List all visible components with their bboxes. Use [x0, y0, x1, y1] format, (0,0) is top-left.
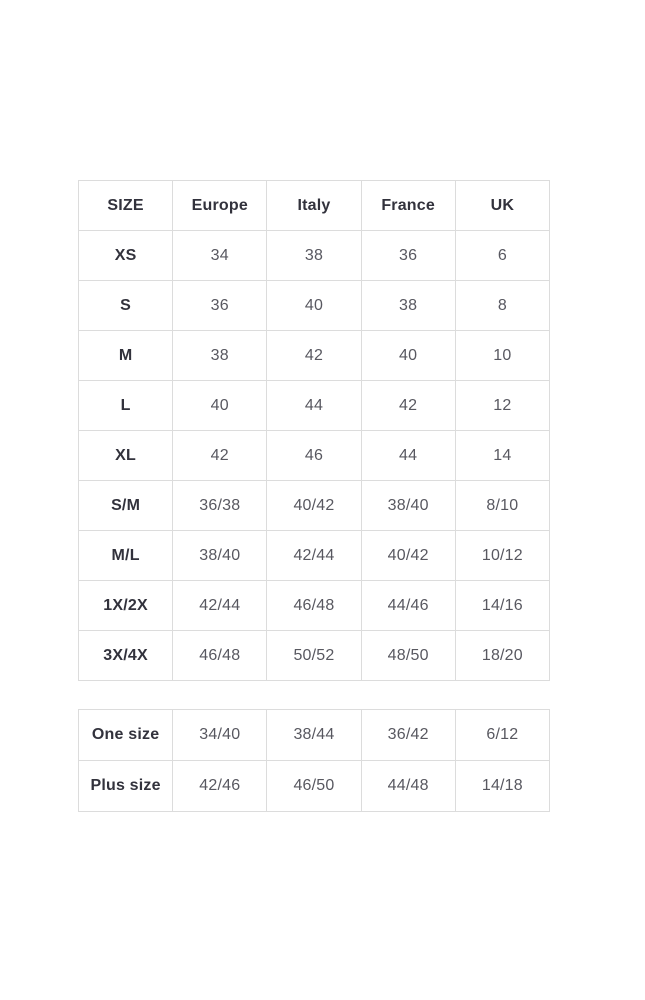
row-label: S [77, 280, 174, 331]
row-label: Plus size [77, 760, 174, 812]
size-value: 36/42 [360, 709, 456, 761]
size-value: 10/12 [454, 530, 551, 581]
size-value: 40/42 [360, 530, 456, 581]
size-value: 44 [266, 380, 362, 431]
special-sizes-table: One size 34/40 38/44 36/42 6/12 Plus size 42/4… [77, 709, 551, 812]
column-header: UK [454, 180, 551, 231]
tables-container: SIZE Europe Italy France UK XS 34 38 36 6 S 36 40 38… [77, 180, 551, 812]
table-row: M/L 38/40 42/44 40/42 10/12 [77, 530, 551, 581]
size-value: 8/10 [454, 480, 551, 531]
size-value: 10 [454, 330, 551, 381]
column-header: Europe [172, 180, 268, 231]
size-value: 44/46 [360, 580, 456, 631]
size-value: 38/40 [360, 480, 456, 531]
row-label: M/L [77, 530, 174, 581]
size-value: 46 [266, 430, 362, 481]
size-value: 48/50 [360, 630, 456, 681]
row-label: M [77, 330, 174, 381]
size-table-header: SIZE Europe Italy France UK [77, 180, 551, 231]
size-value: 38 [360, 280, 456, 331]
row-label: 3X/4X [77, 630, 174, 681]
table-row: XS 34 38 36 6 [77, 230, 551, 281]
table-row: Plus size 42/46 46/50 44/48 14/18 [77, 760, 551, 812]
size-value: 14/18 [454, 760, 551, 812]
size-value: 40 [172, 380, 268, 431]
size-value: 38/44 [266, 709, 362, 761]
header-row: SIZE Europe Italy France UK [77, 180, 551, 231]
row-label: XL [77, 430, 174, 481]
size-value: 42 [172, 430, 268, 481]
size-value: 6/12 [454, 709, 551, 761]
size-value: 42 [266, 330, 362, 381]
size-value: 40 [360, 330, 456, 381]
size-value: 44/48 [360, 760, 456, 812]
table-row: M 38 42 40 10 [77, 330, 551, 381]
row-label: L [77, 380, 174, 431]
size-value: 38/40 [172, 530, 268, 581]
size-value: 12 [454, 380, 551, 431]
row-label: One size [77, 709, 174, 761]
size-value: 18/20 [454, 630, 551, 681]
column-header: SIZE [77, 180, 174, 231]
size-table-body: XS 34 38 36 6 S 36 40 38 8 M 38 42 40 10 L 40 44 42 12 XL 42 4… [77, 230, 551, 681]
row-label: 1X/2X [77, 580, 174, 631]
table-row: 3X/4X 46/48 50/52 48/50 18/20 [77, 630, 551, 681]
size-value: 36 [360, 230, 456, 281]
size-value: 36 [172, 280, 268, 331]
size-value: 36/38 [172, 480, 268, 531]
size-value: 42 [360, 380, 456, 431]
size-value: 14/16 [454, 580, 551, 631]
size-value: 42/44 [266, 530, 362, 581]
table-row: S/M 36/38 40/42 38/40 8/10 [77, 480, 551, 531]
size-value: 50/52 [266, 630, 362, 681]
size-value: 14 [454, 430, 551, 481]
table-row: One size 34/40 38/44 36/42 6/12 [77, 709, 551, 761]
column-header: France [360, 180, 456, 231]
size-value: 44 [360, 430, 456, 481]
size-value: 40/42 [266, 480, 362, 531]
size-conversion-table: SIZE Europe Italy France UK XS 34 38 36 6 S 36 40 38… [77, 180, 551, 681]
row-label: XS [77, 230, 174, 281]
table-row: L 40 44 42 12 [77, 380, 551, 431]
size-value: 42/44 [172, 580, 268, 631]
size-value: 46/50 [266, 760, 362, 812]
special-sizes-body: One size 34/40 38/44 36/42 6/12 Plus size 42/4… [77, 709, 551, 812]
table-row: XL 42 46 44 14 [77, 430, 551, 481]
table-row: S 36 40 38 8 [77, 280, 551, 331]
size-value: 34 [172, 230, 268, 281]
size-value: 46/48 [172, 630, 268, 681]
size-value: 42/46 [172, 760, 268, 812]
size-value: 46/48 [266, 580, 362, 631]
size-value: 40 [266, 280, 362, 331]
size-value: 8 [454, 280, 551, 331]
size-value: 34/40 [172, 709, 268, 761]
column-header: Italy [266, 180, 362, 231]
size-value: 6 [454, 230, 551, 281]
table-row: 1X/2X 42/44 46/48 44/46 14/16 [77, 580, 551, 631]
row-label: S/M [77, 480, 174, 531]
size-value: 38 [172, 330, 268, 381]
size-value: 38 [266, 230, 362, 281]
